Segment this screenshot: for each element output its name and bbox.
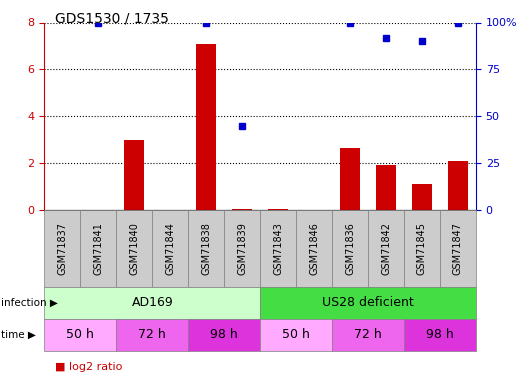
Text: GSM71847: GSM71847 [453,222,463,275]
Text: GSM71846: GSM71846 [309,222,319,275]
Bar [340,148,360,210]
Text: 72 h: 72 h [354,328,382,341]
Bar [268,209,288,210]
Bar [124,140,144,210]
Text: 98 h: 98 h [426,328,454,341]
Text: 50 h: 50 h [282,328,310,341]
Text: GSM71836: GSM71836 [345,222,355,275]
Bar [196,44,216,210]
Text: GSM71838: GSM71838 [201,222,211,275]
Text: GSM71837: GSM71837 [58,222,67,275]
Text: GSM71843: GSM71843 [273,222,283,275]
Text: 98 h: 98 h [210,328,238,341]
Text: GSM71845: GSM71845 [417,222,427,275]
Text: US28 deficient: US28 deficient [322,296,414,309]
Text: GSM71840: GSM71840 [129,222,139,275]
Bar [412,184,432,210]
Text: AD169: AD169 [131,296,173,309]
Text: 72 h: 72 h [139,328,166,341]
Text: time ▶: time ▶ [1,330,36,340]
Text: GSM71839: GSM71839 [237,222,247,275]
Text: GDS1530 / 1735: GDS1530 / 1735 [55,11,169,25]
Text: GSM71841: GSM71841 [94,222,104,275]
Text: ■ log2 ratio: ■ log2 ratio [55,363,122,372]
Bar [448,161,468,210]
Text: 50 h: 50 h [66,328,94,341]
Text: infection ▶: infection ▶ [1,298,58,308]
Text: GSM71842: GSM71842 [381,222,391,275]
Bar [232,209,252,210]
Text: GSM71844: GSM71844 [165,222,175,275]
Bar [376,165,396,210]
